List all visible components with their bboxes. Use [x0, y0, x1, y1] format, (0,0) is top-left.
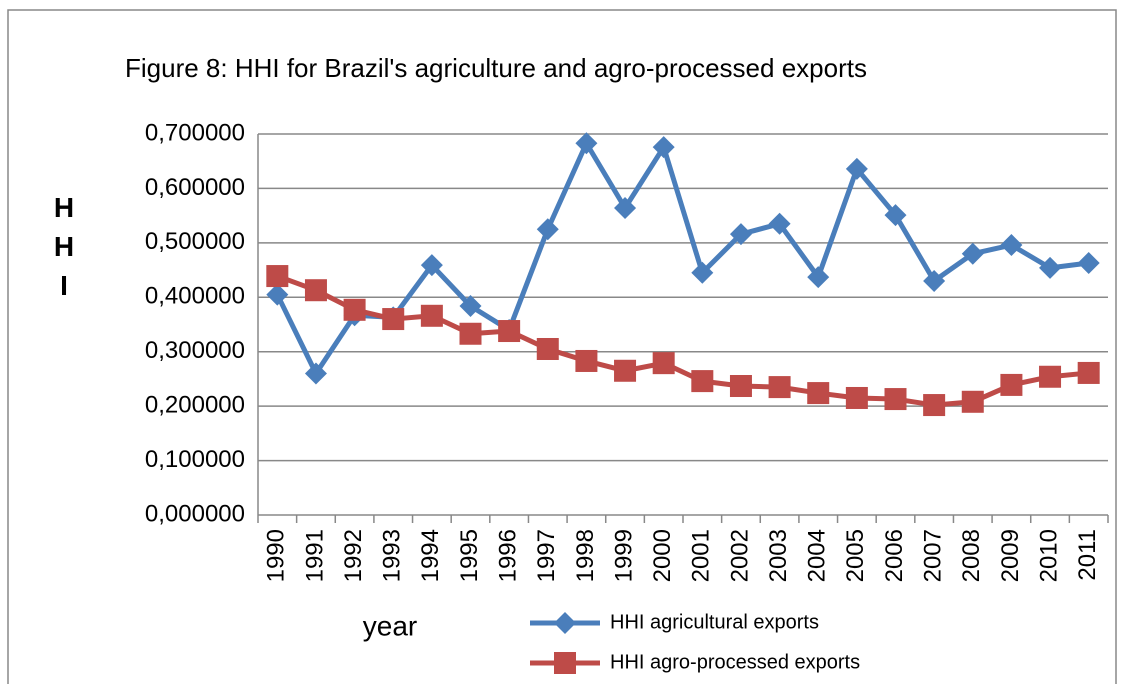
marker: [884, 204, 907, 227]
x-tick-label: 2011: [1074, 529, 1101, 581]
x-tick-label: 2006: [881, 529, 908, 582]
x-tick-label: 2000: [649, 529, 676, 582]
marker: [575, 349, 598, 372]
x-tick-label: 1998: [572, 529, 599, 582]
x-axis-label: year: [363, 610, 417, 641]
marker: [536, 337, 559, 360]
marker: [807, 266, 830, 289]
marker: [807, 382, 830, 405]
marker: [266, 265, 289, 288]
marker: [498, 320, 521, 343]
y-tick-label: 0,500000: [145, 228, 245, 255]
x-tick-label: 2005: [842, 529, 869, 582]
legend-marker: [554, 612, 576, 634]
marker: [420, 254, 443, 277]
marker: [768, 212, 791, 235]
x-tick-label: 2002: [726, 529, 753, 582]
y-tick-label: 0,400000: [145, 283, 245, 310]
marker: [845, 157, 868, 180]
marker: [691, 370, 714, 393]
marker: [343, 298, 366, 321]
marker: [652, 352, 675, 375]
x-tick-label: 1993: [379, 529, 406, 582]
marker: [575, 132, 598, 155]
y-tick-label: 0,700000: [145, 119, 245, 146]
x-tick-label: 2008: [958, 529, 985, 582]
x-tick-label: 1995: [456, 529, 483, 582]
x-tick-label: 1991: [301, 529, 328, 582]
legend-label: HHI agricultural exports: [610, 611, 819, 633]
marker: [1077, 361, 1100, 384]
x-tick-label: 1996: [494, 529, 521, 582]
marker: [459, 322, 482, 345]
y-tick-label: 0,600000: [145, 174, 245, 201]
legend-marker: [554, 652, 576, 674]
marker: [614, 359, 637, 382]
series-line: [276, 273, 1089, 408]
marker: [729, 375, 752, 398]
marker: [304, 279, 327, 302]
marker: [1000, 373, 1023, 396]
x-tick-label: 1994: [417, 529, 444, 582]
x-tick-label: 1990: [263, 529, 290, 582]
legend-label: HHI agro-processed exports: [610, 651, 860, 673]
x-tick-label: 1999: [610, 529, 637, 582]
marker: [691, 261, 714, 284]
y-tick-label: 0,100000: [145, 446, 245, 473]
x-tick-label: 2010: [1035, 529, 1062, 582]
x-tick-label: 2009: [997, 529, 1024, 582]
y-tick-label: 0,200000: [145, 391, 245, 418]
marker: [961, 390, 984, 413]
marker: [1000, 234, 1023, 257]
marker: [420, 304, 443, 327]
marker: [961, 242, 984, 265]
y-axis-label: HHI: [49, 192, 80, 309]
x-tick-label: 2001: [688, 529, 715, 582]
series-line: [275, 140, 1089, 376]
marker: [1039, 365, 1062, 388]
marker: [266, 283, 289, 306]
marker: [923, 269, 946, 292]
x-tick-label: 2007: [919, 529, 946, 582]
marker: [536, 218, 559, 241]
marker: [382, 308, 405, 331]
marker: [652, 136, 675, 159]
x-tick-label: 1992: [340, 529, 367, 582]
marker: [923, 394, 946, 417]
marker: [884, 388, 907, 411]
x-tick-label: 2003: [765, 529, 792, 582]
marker: [768, 376, 791, 399]
marker: [729, 223, 752, 246]
y-tick-label: 0,300000: [145, 337, 245, 364]
marker: [614, 197, 637, 220]
y-tick-label: 0,000000: [145, 500, 245, 527]
chart-title: Figure 8: HHI for Brazil's agriculture a…: [125, 53, 867, 83]
marker: [459, 294, 482, 317]
marker: [304, 362, 327, 385]
x-tick-label: 2004: [804, 529, 831, 582]
x-tick-label: 1997: [533, 529, 560, 582]
marker: [1077, 251, 1100, 274]
chart-frame: [7, 9, 1117, 689]
marker: [845, 386, 868, 409]
marker: [1039, 256, 1062, 279]
